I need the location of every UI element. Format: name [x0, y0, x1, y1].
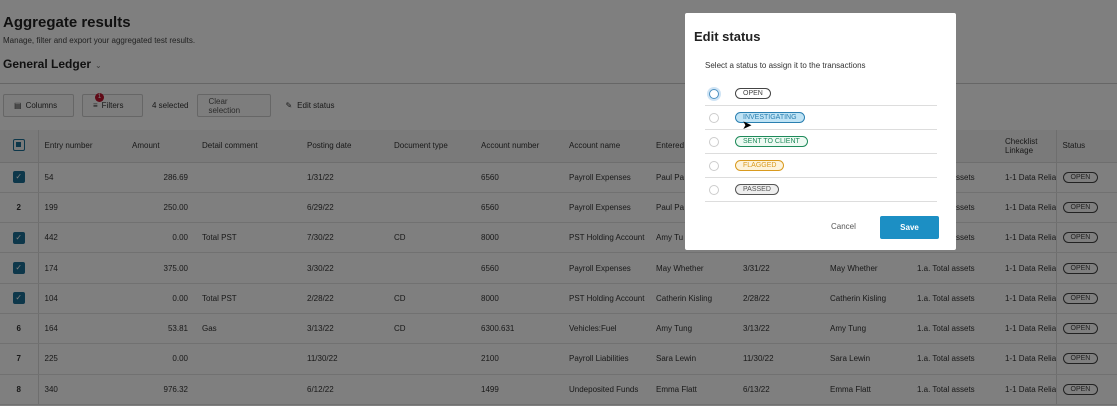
status-tag: OPEN: [735, 88, 771, 99]
cancel-button[interactable]: Cancel: [831, 222, 856, 231]
status-option[interactable]: FLAGGED: [705, 154, 937, 178]
status-tag: FLAGGED: [735, 160, 785, 171]
status-radio[interactable]: [709, 112, 719, 123]
status-radio[interactable]: [709, 136, 719, 147]
status-radio[interactable]: [709, 160, 719, 171]
status-radio[interactable]: [709, 88, 719, 99]
save-button[interactable]: Save: [880, 216, 939, 239]
status-option[interactable]: INVESTIGATING: [705, 106, 937, 130]
mouse-cursor-icon: ➤: [742, 118, 753, 132]
status-tag: INVESTIGATING: [735, 112, 805, 123]
status-option[interactable]: SENT TO CLIENT: [705, 130, 937, 154]
status-radio[interactable]: [709, 184, 719, 195]
dialog-description: Select a status to assign it to the tran…: [705, 61, 866, 70]
edit-status-dialog: Edit status Select a status to assign it…: [685, 13, 956, 250]
status-option[interactable]: OPEN: [705, 82, 937, 106]
status-tag: PASSED: [735, 184, 779, 195]
status-options: OPEN INVESTIGATING SENT TO CLIENT FLAGGED PA…: [705, 82, 937, 202]
status-option[interactable]: PASSED: [705, 178, 937, 202]
status-tag: SENT TO CLIENT: [735, 136, 808, 147]
dialog-title: Edit status: [694, 29, 761, 44]
